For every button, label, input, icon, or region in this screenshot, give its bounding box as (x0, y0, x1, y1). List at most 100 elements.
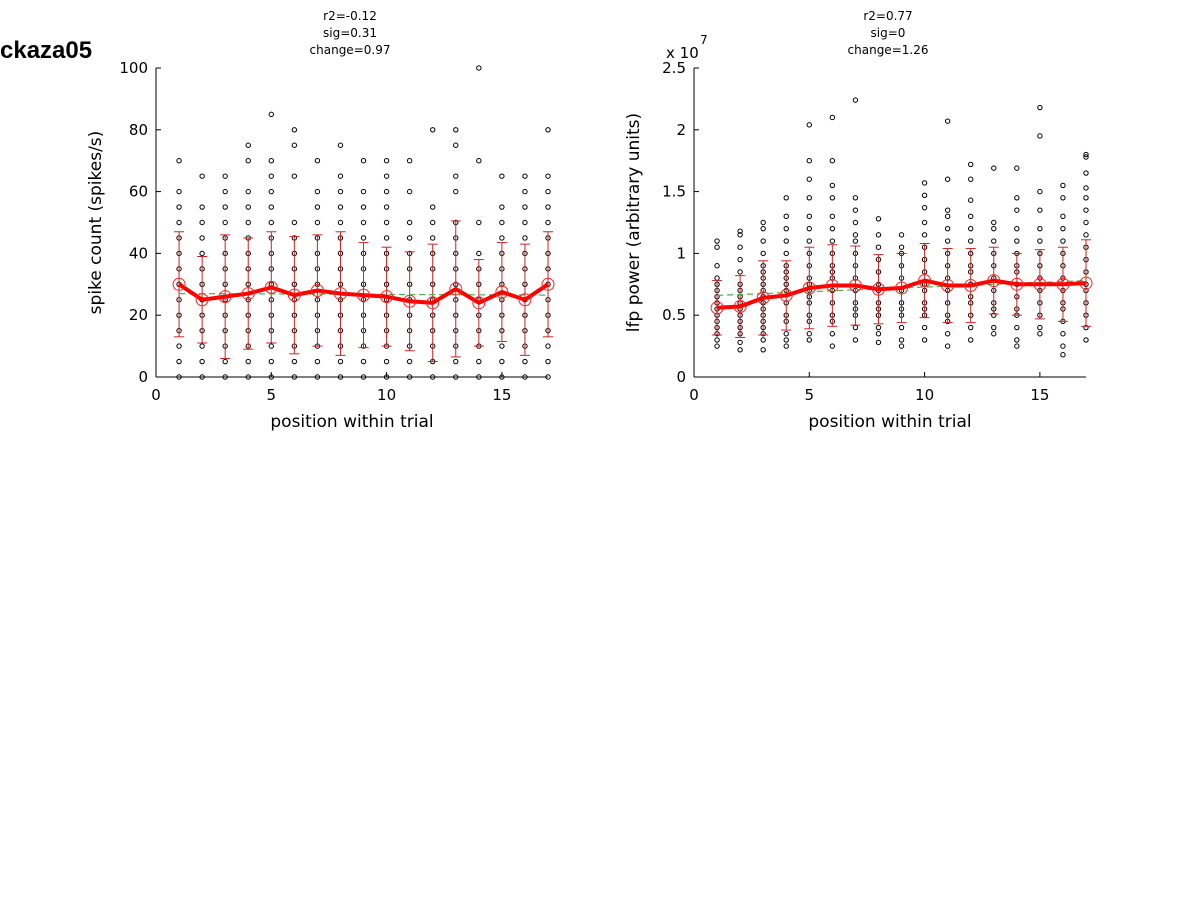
spike-data-point (522, 204, 528, 210)
lfp-data-point (1083, 232, 1089, 238)
lfp-mean-marker (871, 282, 885, 296)
lfp-data-point (829, 213, 836, 220)
spike-data-point (314, 188, 321, 195)
lfp-data-point (737, 347, 743, 353)
lfp-data-point (852, 97, 859, 103)
spike-data-point (222, 173, 228, 179)
lfp-data-point (1037, 188, 1043, 195)
spike-data-point (360, 204, 367, 210)
lfp-data-point (1037, 238, 1043, 244)
lfp-exponent-label: x 10 (666, 44, 699, 62)
spike-data-point (199, 204, 205, 210)
spike-x-axis-label: position within trial (270, 412, 433, 432)
spike-data-point (499, 374, 505, 380)
spike-data-point (360, 235, 367, 241)
spike-mean-marker (426, 296, 440, 310)
spike-data-point (199, 374, 205, 380)
spike-mean-marker (495, 285, 509, 299)
spike-data-point (268, 204, 274, 210)
lfp-data-point (852, 324, 859, 331)
spike-data-point (545, 127, 551, 133)
spike-data-point (476, 65, 482, 71)
lfp-data-point (875, 331, 882, 337)
lfp-data-point (1014, 343, 1020, 349)
lfp-data-point (737, 256, 743, 263)
lfp-y-axis-label: lfp power (arbitrary units) (624, 113, 644, 332)
spike-count-chart: r2=-0.12 sig=0.31 change=0.97 0 5 10 15 0 20 40 60… (86, 9, 555, 432)
lfp-mean-marker (802, 281, 816, 295)
spike-y-tick-label: 20 (129, 306, 148, 324)
spike-data-point (383, 219, 390, 226)
lfp-data-point (921, 192, 928, 199)
spike-data-point (176, 158, 182, 164)
lfp-data-point (852, 238, 859, 244)
lfp-x-tick-label: 0 (689, 386, 699, 404)
lfp-data-point (829, 331, 836, 337)
lfp-mean-marker (1010, 277, 1024, 291)
spike-data-point (383, 374, 390, 380)
lfp-data-point (806, 176, 812, 182)
spike-data-point (222, 188, 228, 195)
lfp-data-point (944, 118, 951, 124)
spike-stat-line-2: change=0.97 (310, 43, 391, 57)
spike-data-point (499, 235, 505, 241)
spike-data-point (545, 173, 551, 179)
spike-data-point (522, 173, 528, 179)
spike-data-point (453, 188, 459, 195)
lfp-data-point (898, 343, 905, 349)
lfp-data-point (1083, 151, 1089, 158)
lfp-stat-line-2: change=1.26 (848, 43, 929, 57)
lfp-data-point (760, 250, 766, 257)
spike-data-point (268, 111, 274, 118)
lfp-data-point (1037, 133, 1043, 139)
spike-data-point (476, 250, 482, 257)
spike-mean-marker (333, 287, 347, 301)
lfp-data-point (898, 324, 905, 331)
lfp-data-point (829, 195, 836, 201)
lfp-data-point (875, 339, 882, 346)
lfp-data-point (737, 244, 743, 250)
spike-mean-marker (310, 283, 324, 297)
lfp-data-point (1014, 324, 1020, 331)
spike-data-point (406, 188, 413, 195)
spike-data-point (245, 219, 251, 226)
lfp-data-point (737, 232, 743, 238)
lfp-data-point (737, 339, 743, 346)
spike-data-point (314, 358, 321, 365)
spike-data-point (545, 204, 551, 210)
lfp-data-point (944, 238, 951, 244)
lfp-data-point (714, 263, 720, 269)
lfp-data-point (852, 232, 859, 238)
spike-data-point (476, 219, 482, 226)
spike-data-point (522, 374, 528, 380)
spike-data-point (430, 235, 436, 241)
lfp-data-point (898, 232, 905, 238)
lfp-data-point (898, 244, 905, 250)
lfp-data-point (921, 324, 928, 331)
spike-data-point (360, 188, 367, 195)
spike-mean-marker (241, 287, 255, 301)
spike-data-point (199, 250, 205, 257)
spike-data-point (430, 219, 436, 226)
spike-data-point (245, 374, 251, 380)
lfp-data-point (1060, 225, 1066, 232)
lfp-mean-marker (733, 300, 747, 314)
lfp-data-point (829, 343, 836, 349)
lfp-data-point (1037, 225, 1043, 232)
spike-mean-marker (518, 293, 532, 307)
lfp-stat-line-0: r2=0.77 (863, 9, 912, 23)
lfp-data-point (944, 213, 951, 220)
lfp-data-point (806, 158, 812, 164)
lfp-data-point (921, 232, 928, 238)
lfp-data-point (760, 347, 766, 353)
lfp-exponent-power: 7 (700, 33, 708, 47)
spike-data-point (337, 204, 344, 210)
spike-data-point (245, 142, 251, 148)
lfp-data-point (1083, 195, 1089, 201)
lfp-data-point (806, 122, 812, 128)
lfp-y-tick-label: 1 (676, 244, 686, 262)
lfp-data-point (714, 275, 720, 281)
lfp-data-point (1083, 337, 1089, 343)
spike-data-point (245, 158, 251, 164)
